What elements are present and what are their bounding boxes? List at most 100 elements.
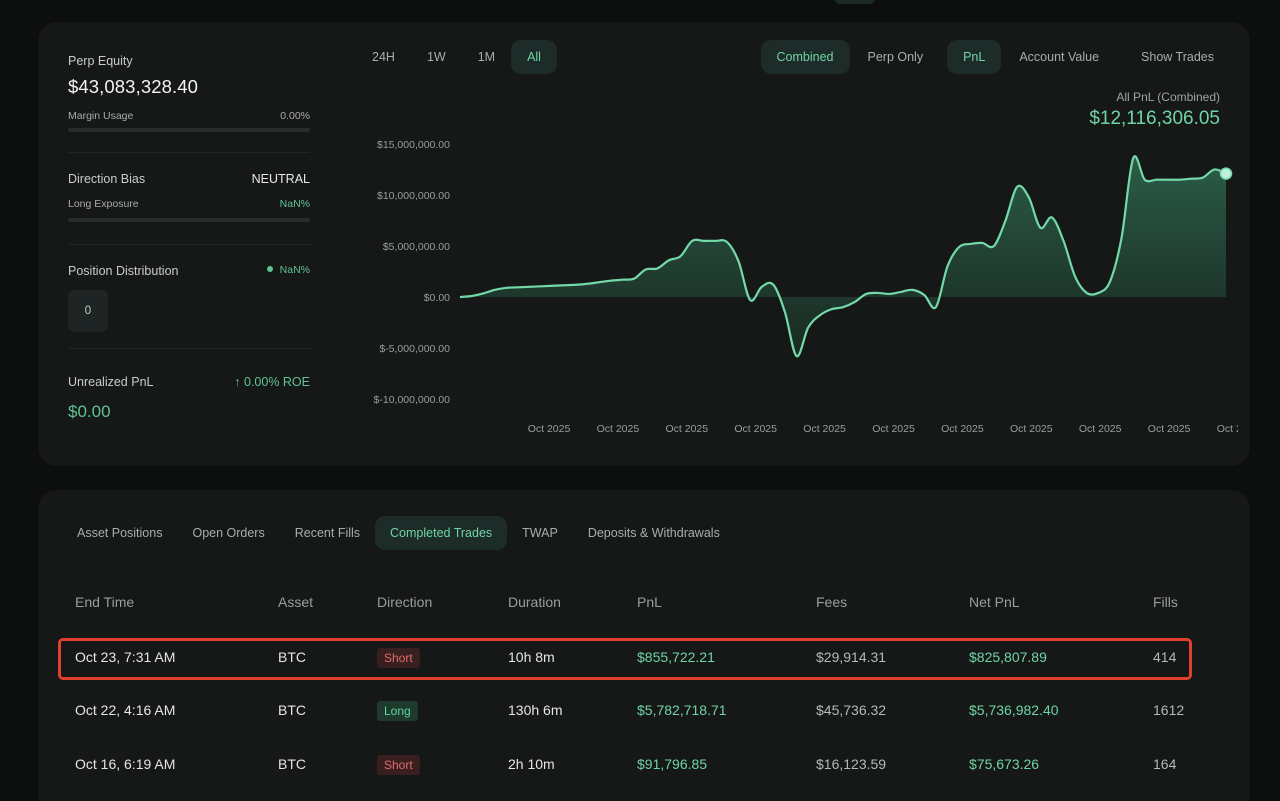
end-time-cell: Oct 16, 6:19 AM	[75, 756, 176, 772]
pnl-caption: All PnL (Combined)	[1116, 90, 1220, 104]
tab-perp-only[interactable]: Perp Only	[867, 50, 924, 64]
divider	[68, 244, 310, 245]
duration-cell: 2h 10m	[508, 756, 555, 772]
portfolio-overview-card: Perp Equity $43,083,328.40 Margin Usage …	[38, 22, 1250, 466]
column-header-fills[interactable]: Fills	[1153, 594, 1178, 610]
y-tick-label: $-5,000,000.00	[379, 343, 450, 355]
margin-usage-bar	[68, 128, 310, 132]
tab-recent-fills[interactable]: Recent Fills	[294, 526, 361, 540]
column-header-duration[interactable]: Duration	[508, 594, 561, 610]
table-row[interactable]: Oct 16, 6:19 AM BTC Short 2h 10m $91,796…	[38, 744, 1250, 784]
x-tick-label: Oct 2025	[1010, 423, 1053, 435]
tab-pnl[interactable]: PnL	[947, 40, 1002, 74]
tab-open-orders[interactable]: Open Orders	[192, 526, 265, 540]
x-tick-label: Oct 2025	[734, 423, 777, 435]
fills-cell: 1612	[1153, 702, 1185, 718]
pnl-chart[interactable]: $15,000,000.00 $10,000,000.00 $5,000,000.0…	[338, 122, 1238, 442]
position-distribution-value: NaN%	[266, 264, 310, 276]
y-tick-label: $-10,000,000.00	[374, 394, 451, 406]
net-pnl-cell: $5,736,982.40	[969, 702, 1059, 718]
show-trades-toggle[interactable]: Show Trades	[1141, 50, 1214, 64]
tab-completed-trades[interactable]: Completed Trades	[375, 516, 508, 550]
y-tick-label: $5,000,000.00	[383, 241, 450, 253]
margin-usage-value: 0.00%	[280, 110, 310, 122]
fees-cell: $29,914.31	[816, 649, 887, 665]
fees-cell: $16,123.59	[816, 756, 887, 772]
asset-cell: BTC	[278, 649, 306, 665]
long-exposure-label: Long Exposure	[68, 198, 139, 210]
table-row[interactable]: Oct 23, 7:31 AM BTC Short 10h 8m $855,72…	[38, 637, 1250, 677]
direction-bias-label: Direction Bias	[68, 172, 146, 186]
duration-cell: 10h 8m	[508, 649, 555, 665]
fills-cell: 414	[1153, 649, 1177, 665]
fills-cell: 164	[1153, 756, 1177, 772]
tab-24h[interactable]: 24H	[372, 50, 395, 64]
column-header-pnl[interactable]: PnL	[637, 594, 662, 610]
direction-badge-short: Short	[377, 648, 420, 668]
position-distribution-percent: NaN%	[279, 264, 310, 276]
position-count-box[interactable]: 0	[68, 290, 108, 332]
tab-combined[interactable]: Combined	[760, 40, 850, 74]
divider	[68, 152, 310, 153]
tab-account-value[interactable]: Account Value	[1019, 50, 1100, 64]
net-pnl-cell: $825,807.89	[969, 649, 1047, 665]
x-tick-label: Oct 2025	[1079, 423, 1122, 435]
tab-all[interactable]: All	[511, 40, 557, 74]
fees-cell: $45,736.32	[816, 702, 887, 718]
table-row[interactable]: Oct 22, 4:16 AM BTC Long 130h 6m $5,782,…	[38, 690, 1250, 730]
direction-cell: Long	[377, 701, 418, 721]
column-header-direction[interactable]: Direction	[377, 594, 433, 610]
pnl-end-point	[1219, 167, 1233, 180]
pnl-cell: $91,796.85	[637, 756, 708, 772]
highlight-box	[58, 638, 1192, 680]
time-range-tabs: 24H 1W 1M All	[356, 40, 557, 74]
tab-deposits-withdrawals[interactable]: Deposits & Withdrawals	[587, 526, 720, 540]
x-tick-label: Oct 2025	[1148, 423, 1191, 435]
x-tick-label: Oct 2025	[872, 423, 915, 435]
divider	[68, 348, 310, 349]
y-tick-label: $15,000,000.00	[377, 139, 450, 151]
duration-cell: 130h 6m	[508, 702, 563, 718]
tab-twap[interactable]: TWAP	[522, 526, 558, 540]
margin-usage-label: Margin Usage	[68, 110, 134, 122]
status-dot-icon	[266, 266, 273, 272]
unrealized-pnl-label: Unrealized PnL	[68, 375, 154, 389]
chart-view-tabs: Combined Perp Only PnL Account Value Sho…	[760, 40, 1230, 74]
trades-card: Asset Positions Open Orders Recent Fills…	[38, 490, 1250, 801]
long-exposure-value: NaN%	[279, 198, 310, 210]
top-indicator	[835, 0, 875, 4]
x-tick-label: Oct 2025	[1217, 423, 1238, 435]
end-time-cell: Oct 22, 4:16 AM	[75, 702, 176, 718]
direction-badge-long: Long	[377, 701, 418, 721]
unrealized-pnl-value: $0.00	[68, 402, 111, 421]
long-exposure-bar	[68, 218, 310, 222]
net-pnl-cell: $75,673.26	[969, 756, 1040, 772]
perp-equity-label: Perp Equity	[68, 54, 133, 68]
pnl-line	[459, 155, 1227, 358]
perp-equity-value: $43,083,328.40	[68, 76, 198, 97]
x-tick-label: Oct 2025	[528, 423, 571, 435]
column-header-end-time[interactable]: End Time	[75, 594, 135, 610]
y-tick-label: $10,000,000.00	[377, 190, 450, 202]
asset-cell: BTC	[278, 756, 306, 772]
column-header-net-pnl[interactable]: Net PnL	[969, 594, 1020, 610]
tab-1m[interactable]: 1M	[477, 50, 496, 64]
direction-bias-value: NEUTRAL	[251, 172, 310, 186]
y-tick-label: $0.00	[424, 292, 450, 304]
end-time-cell: Oct 23, 7:31 AM	[75, 649, 176, 665]
column-header-fees[interactable]: Fees	[816, 594, 848, 610]
asset-cell: BTC	[278, 702, 306, 718]
column-header-asset[interactable]: Asset	[278, 594, 314, 610]
x-tick-label: Oct 2025	[665, 423, 708, 435]
direction-cell: Short	[377, 648, 420, 668]
tab-1w[interactable]: 1W	[426, 50, 446, 64]
pnl-cell: $855,722.21	[637, 649, 715, 665]
tab-asset-positions[interactable]: Asset Positions	[77, 526, 163, 540]
pnl-cell: $5,782,718.71	[637, 702, 727, 718]
position-distribution-label: Position Distribution	[68, 264, 179, 278]
direction-badge-short: Short	[377, 755, 420, 775]
x-tick-label: Oct 2025	[597, 423, 640, 435]
roe-value: ↑ 0.00% ROE	[234, 375, 310, 389]
x-tick-label: Oct 2025	[941, 423, 984, 435]
pnl-total: $12,116,306.05	[1089, 108, 1220, 129]
